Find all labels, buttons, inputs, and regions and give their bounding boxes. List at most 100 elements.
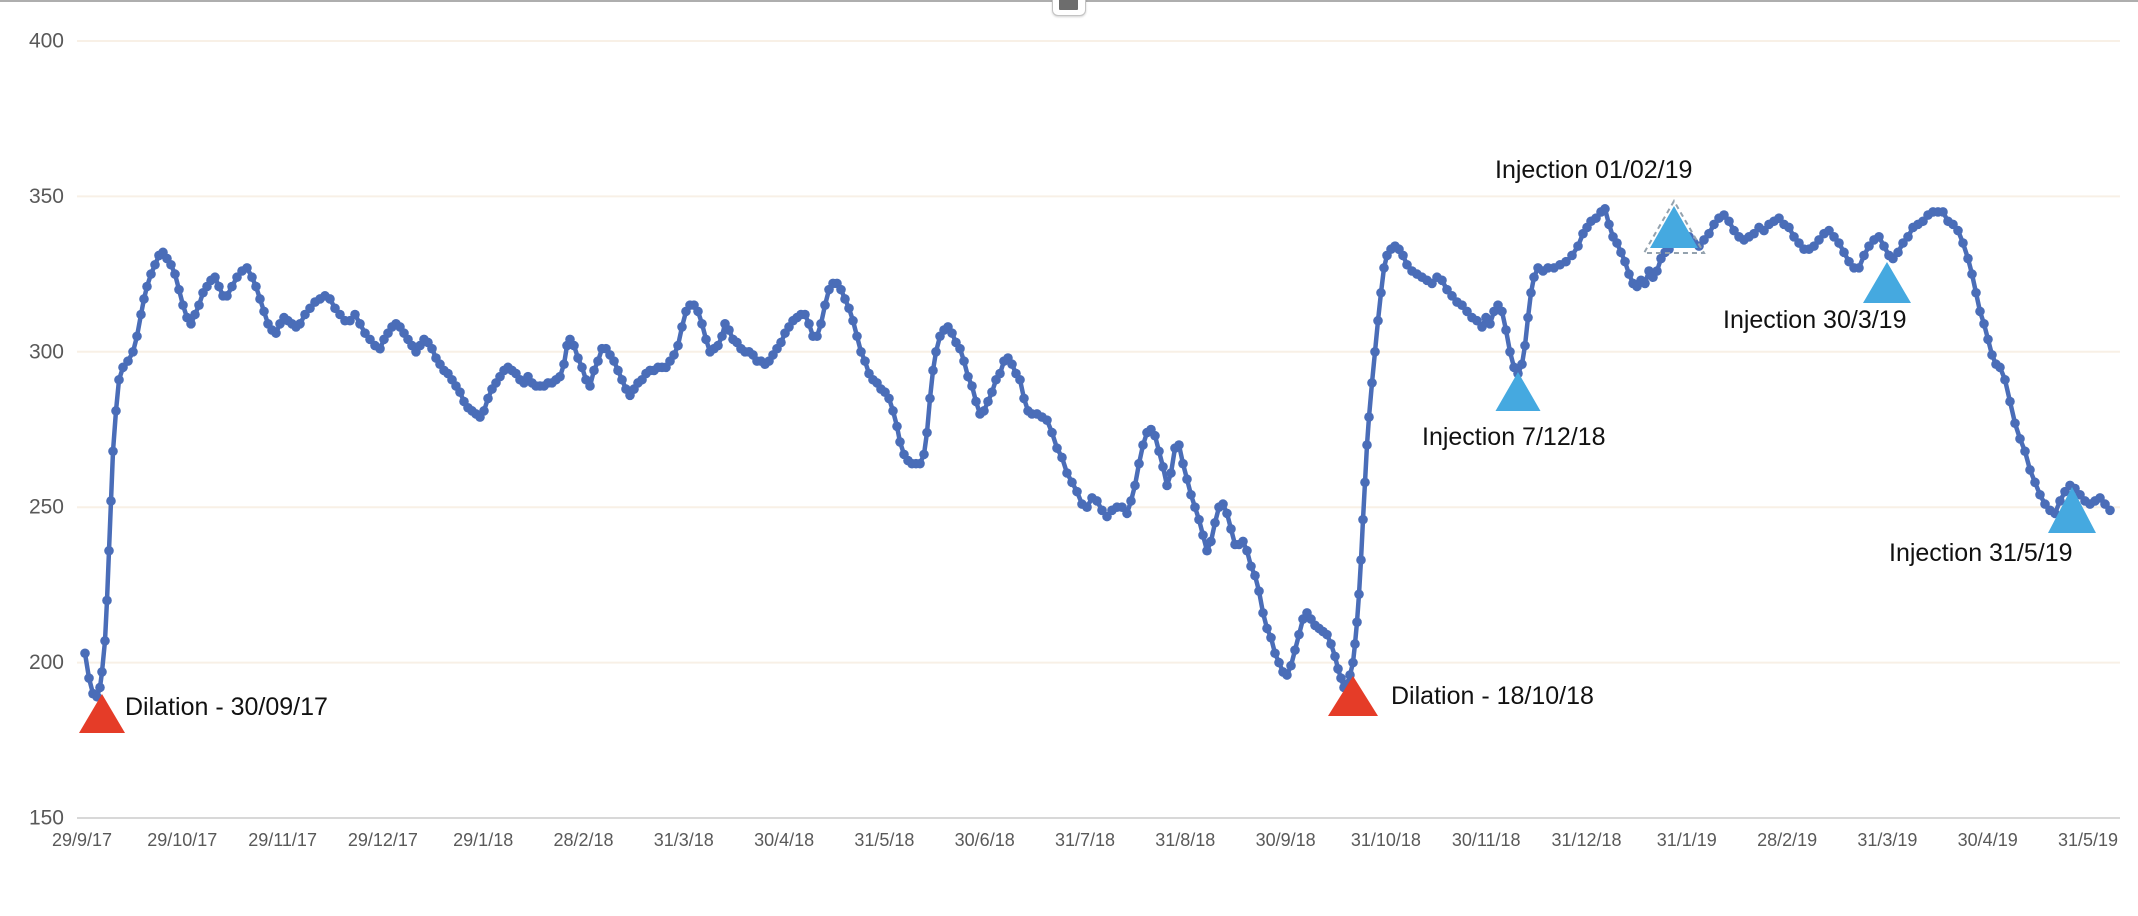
data-point-marker (1126, 496, 1136, 506)
data-point-marker (1971, 287, 1981, 298)
data-point-marker (132, 331, 142, 342)
data-point-marker (1379, 263, 1389, 273)
dilation-marker-icon[interactable] (79, 694, 125, 733)
data-point-marker (102, 595, 112, 606)
data-point-marker (1879, 241, 1889, 251)
data-point-marker (860, 356, 870, 366)
data-point-marker (1242, 545, 1252, 556)
data-point-marker (888, 406, 898, 416)
data-point-marker (1995, 362, 2005, 373)
data-point-marker (915, 458, 925, 469)
data-point-marker (1497, 306, 1507, 317)
y-axis-tick-label: 250 (29, 496, 64, 519)
data-point-marker (1953, 225, 1963, 236)
data-point-marker (136, 309, 146, 320)
data-point-marker (483, 393, 493, 404)
data-point-marker (1567, 250, 1577, 261)
data-point-marker (1704, 228, 1714, 239)
data-point-marker (613, 365, 623, 376)
data-point-marker (856, 347, 866, 357)
x-axis-tick-label: 28/2/18 (553, 830, 613, 850)
data-point-marker (1082, 502, 1092, 512)
data-point-marker (1238, 536, 1248, 547)
data-point-marker (820, 300, 830, 310)
data-point-marker (350, 309, 360, 320)
data-point-marker (2055, 496, 2065, 506)
annotation-injection-3-label: Injection 30/3/19 (1723, 306, 1907, 334)
data-point-marker (2025, 465, 2035, 475)
data-point-marker (1561, 256, 1571, 267)
data-point-marker (1600, 204, 1610, 214)
data-point-marker (1246, 561, 1256, 572)
injection-2-selection-outline (1642, 198, 1706, 254)
y-axis-tick-label: 200 (29, 651, 64, 674)
data-point-marker (1979, 319, 1989, 329)
dilation-marker-icon[interactable] (1328, 676, 1378, 716)
x-axis-tick-label: 30/6/18 (955, 830, 1015, 850)
data-point-marker (697, 319, 707, 329)
data-point-marker (1839, 247, 1849, 258)
data-point-marker (1186, 489, 1196, 500)
injection-marker-icon[interactable] (1863, 262, 1911, 303)
data-point-marker (693, 306, 703, 317)
data-point-marker (959, 356, 969, 366)
data-point-marker (1270, 648, 1280, 659)
data-point-marker (609, 356, 619, 366)
data-point-marker (1360, 477, 1370, 488)
data-point-marker (1047, 427, 1057, 438)
data-point-marker (1364, 412, 1374, 422)
data-point-marker (1178, 458, 1188, 469)
data-point-marker (1376, 287, 1386, 298)
data-point-marker (255, 294, 265, 304)
data-point-marker (955, 343, 965, 354)
data-point-marker (1130, 480, 1140, 491)
data-point-marker (1194, 514, 1204, 525)
data-point-marker (106, 496, 116, 506)
data-point-marker (979, 406, 989, 416)
data-point-marker (1206, 536, 1216, 547)
data-point-marker (555, 371, 565, 382)
y-axis-tick-label: 350 (29, 185, 64, 208)
injection-marker-icon[interactable] (2048, 487, 2096, 533)
x-axis-tick-label: 31/5/18 (854, 830, 914, 850)
injection-marker-icon[interactable] (1650, 206, 1698, 248)
data-point-marker (1222, 508, 1232, 519)
data-point-marker (1362, 440, 1372, 450)
data-point-marker (295, 319, 305, 329)
data-point-marker (922, 427, 932, 438)
annotation-injection-1-label: Injection 7/12/18 (1422, 423, 1606, 451)
y-axis-tick-label: 400 (29, 30, 64, 53)
data-point-marker (1262, 623, 1272, 634)
data-point-marker (1834, 238, 1844, 248)
data-point-marker (585, 381, 595, 391)
data-point-marker (166, 259, 176, 270)
data-point-marker (1057, 452, 1067, 463)
x-axis-tick-label: 29/12/17 (348, 830, 418, 850)
x-axis-tick-label: 29/10/17 (147, 830, 217, 850)
injection-marker-icon[interactable] (1495, 372, 1541, 411)
data-point-marker (1286, 660, 1296, 671)
x-axis-tick-label: 29/9/17 (52, 830, 112, 850)
chart-drag-handle-icon[interactable] (1052, 0, 1086, 16)
data-point-marker (1983, 334, 1993, 345)
data-point-marker (170, 269, 180, 279)
series-line (82, 206, 2113, 700)
data-point-marker (1182, 474, 1192, 485)
data-point-marker (589, 365, 599, 376)
data-point-marker (1987, 350, 1997, 360)
annotation-injection-4-label: Injection 31/5/19 (1889, 539, 2073, 567)
x-axis-tick-label: 31/12/18 (1551, 830, 1621, 850)
data-point-marker (1784, 222, 1794, 233)
data-point-marker (1210, 517, 1220, 528)
data-point-marker (1336, 673, 1346, 683)
data-point-marker (1624, 269, 1634, 279)
data-point-marker (186, 319, 196, 329)
data-point-marker (123, 356, 133, 366)
x-axis-tick-label: 31/1/19 (1657, 830, 1717, 850)
data-point-marker (128, 347, 138, 357)
data-point-marker (1202, 545, 1212, 556)
data-point-marker (1356, 555, 1366, 565)
data-point-marker (1015, 374, 1025, 385)
data-point-marker (1370, 347, 1380, 357)
data-point-marker (1367, 378, 1377, 388)
